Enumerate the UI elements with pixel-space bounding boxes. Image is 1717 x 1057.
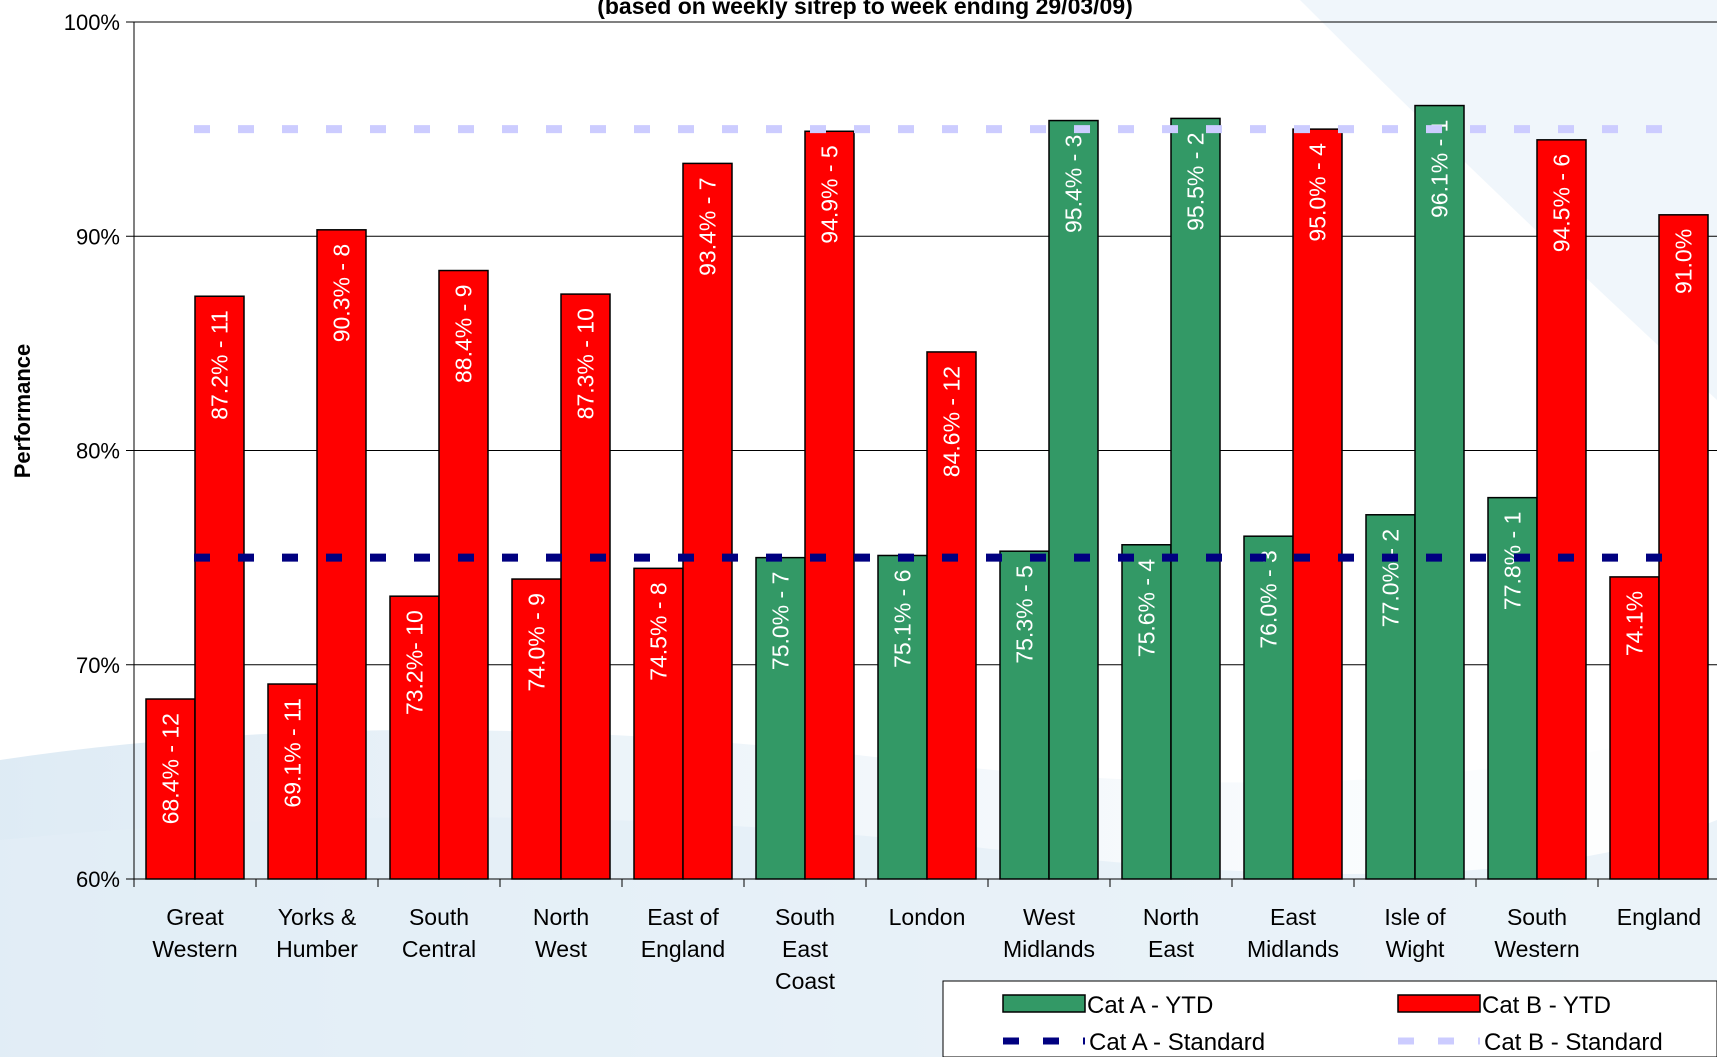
data-label: 96.1% - 1 [1427, 120, 1453, 218]
bar-labels: 68.4% - 12 87.2% - 11 69.1% - 11 90.3% - 8 7… [158, 120, 1697, 825]
data-label: 77.0% - 2 [1378, 529, 1404, 627]
data-label: 75.6% - 4 [1134, 559, 1160, 658]
category-label: South [409, 904, 469, 930]
category-label: England [641, 936, 725, 962]
data-label: 90.3% - 8 [329, 244, 355, 342]
data-label: 75.1% - 6 [890, 569, 916, 667]
bar [1121, 544, 1172, 880]
bar [682, 162, 733, 880]
data-label: 94.5% - 6 [1549, 154, 1575, 252]
data-label: 95.4% - 3 [1061, 135, 1087, 233]
data-label: 84.6% - 12 [939, 366, 965, 477]
bar [1292, 128, 1343, 880]
chart-title: (based on weekly sitrep to week ending 2… [597, 0, 1133, 19]
bar [1487, 496, 1538, 880]
data-label: 87.3% - 10 [573, 308, 599, 419]
bar [1414, 104, 1465, 880]
bar [145, 698, 196, 880]
bar [633, 567, 684, 880]
axes: 60% 70% 80% 90% 100% Great Western Yorks & Humbe… [64, 10, 1717, 994]
bar [1658, 214, 1709, 880]
data-label: 69.1% - 11 [280, 698, 306, 808]
bar [560, 293, 611, 880]
category-label: South [1507, 904, 1567, 930]
category-label: East [782, 936, 829, 962]
data-label: 68.4% - 12 [158, 713, 184, 824]
data-label: 74.0% - 9 [524, 593, 550, 691]
legend-label: Cat B - YTD [1482, 992, 1611, 1019]
legend-box [942, 980, 1717, 1057]
bar [511, 578, 562, 880]
category-label: East [1148, 936, 1195, 962]
data-label: 95.0% - 4 [1305, 143, 1331, 242]
bar [1170, 117, 1221, 880]
data-label: 74.5% - 8 [646, 582, 672, 680]
y-tick-label: 70% [76, 653, 120, 678]
data-label: 94.9% - 5 [817, 145, 843, 243]
legend-label: Cat B - Standard [1484, 1029, 1663, 1056]
data-label: 88.4% - 9 [451, 285, 477, 383]
bar [1048, 119, 1099, 880]
data-label: 75.3% - 5 [1012, 565, 1038, 663]
bar [1609, 576, 1660, 880]
category-label: Midlands [1247, 936, 1339, 962]
category-label: North [1143, 904, 1199, 930]
category-label: West [535, 936, 588, 962]
y-tick-label: 80% [76, 439, 120, 464]
data-label: 76.0% - 3 [1256, 550, 1282, 648]
category-label: Great [166, 904, 224, 930]
category-label: Coast [775, 968, 836, 994]
category-label: Isle of [1384, 904, 1446, 930]
bar [438, 269, 489, 880]
bar [926, 351, 977, 880]
category-label: South [775, 904, 835, 930]
data-label: 87.2% - 11 [207, 310, 233, 420]
category-label: London [889, 904, 966, 930]
category-label: Western [1494, 936, 1579, 962]
category-label: Western [152, 936, 237, 962]
y-axis-label: Performance [10, 344, 35, 479]
bar [1243, 535, 1294, 880]
category-label: Central [402, 936, 476, 962]
category-label: England [1617, 904, 1701, 930]
y-tick-label: 90% [76, 224, 120, 249]
y-tick-label: 100% [64, 10, 120, 35]
y-tick-label: 60% [76, 867, 120, 892]
category-label: Yorks & [278, 904, 356, 930]
category-label: West [1023, 904, 1076, 930]
data-label: 73.2%- 10 [402, 610, 428, 715]
category-label: Midlands [1003, 936, 1095, 962]
bar [194, 295, 245, 880]
bar [267, 683, 318, 880]
category-label: East of [647, 904, 719, 930]
data-label: 74.1% [1622, 591, 1648, 656]
legend-label: Cat A - Standard [1089, 1029, 1265, 1056]
legend-swatch [1397, 994, 1481, 1013]
bar [804, 130, 855, 880]
category-label: North [533, 904, 589, 930]
legend-label: Cat A - YTD [1087, 992, 1213, 1019]
standard-lines [194, 125, 1687, 562]
data-label: 75.0% - 7 [768, 572, 794, 670]
category-label: East [1270, 904, 1317, 930]
category-label: Wight [1386, 936, 1445, 962]
data-label: 93.4% - 7 [695, 177, 721, 275]
data-label: 95.5% - 2 [1183, 132, 1209, 230]
data-label: 91.0% [1671, 229, 1697, 294]
legend-swatch [1002, 994, 1086, 1013]
category-label: Humber [276, 936, 358, 962]
bars [145, 104, 1709, 880]
bar [1536, 139, 1587, 880]
legend: Cat A - YTD Cat B - YTD Cat A - Standard Ca… [942, 980, 1717, 1057]
